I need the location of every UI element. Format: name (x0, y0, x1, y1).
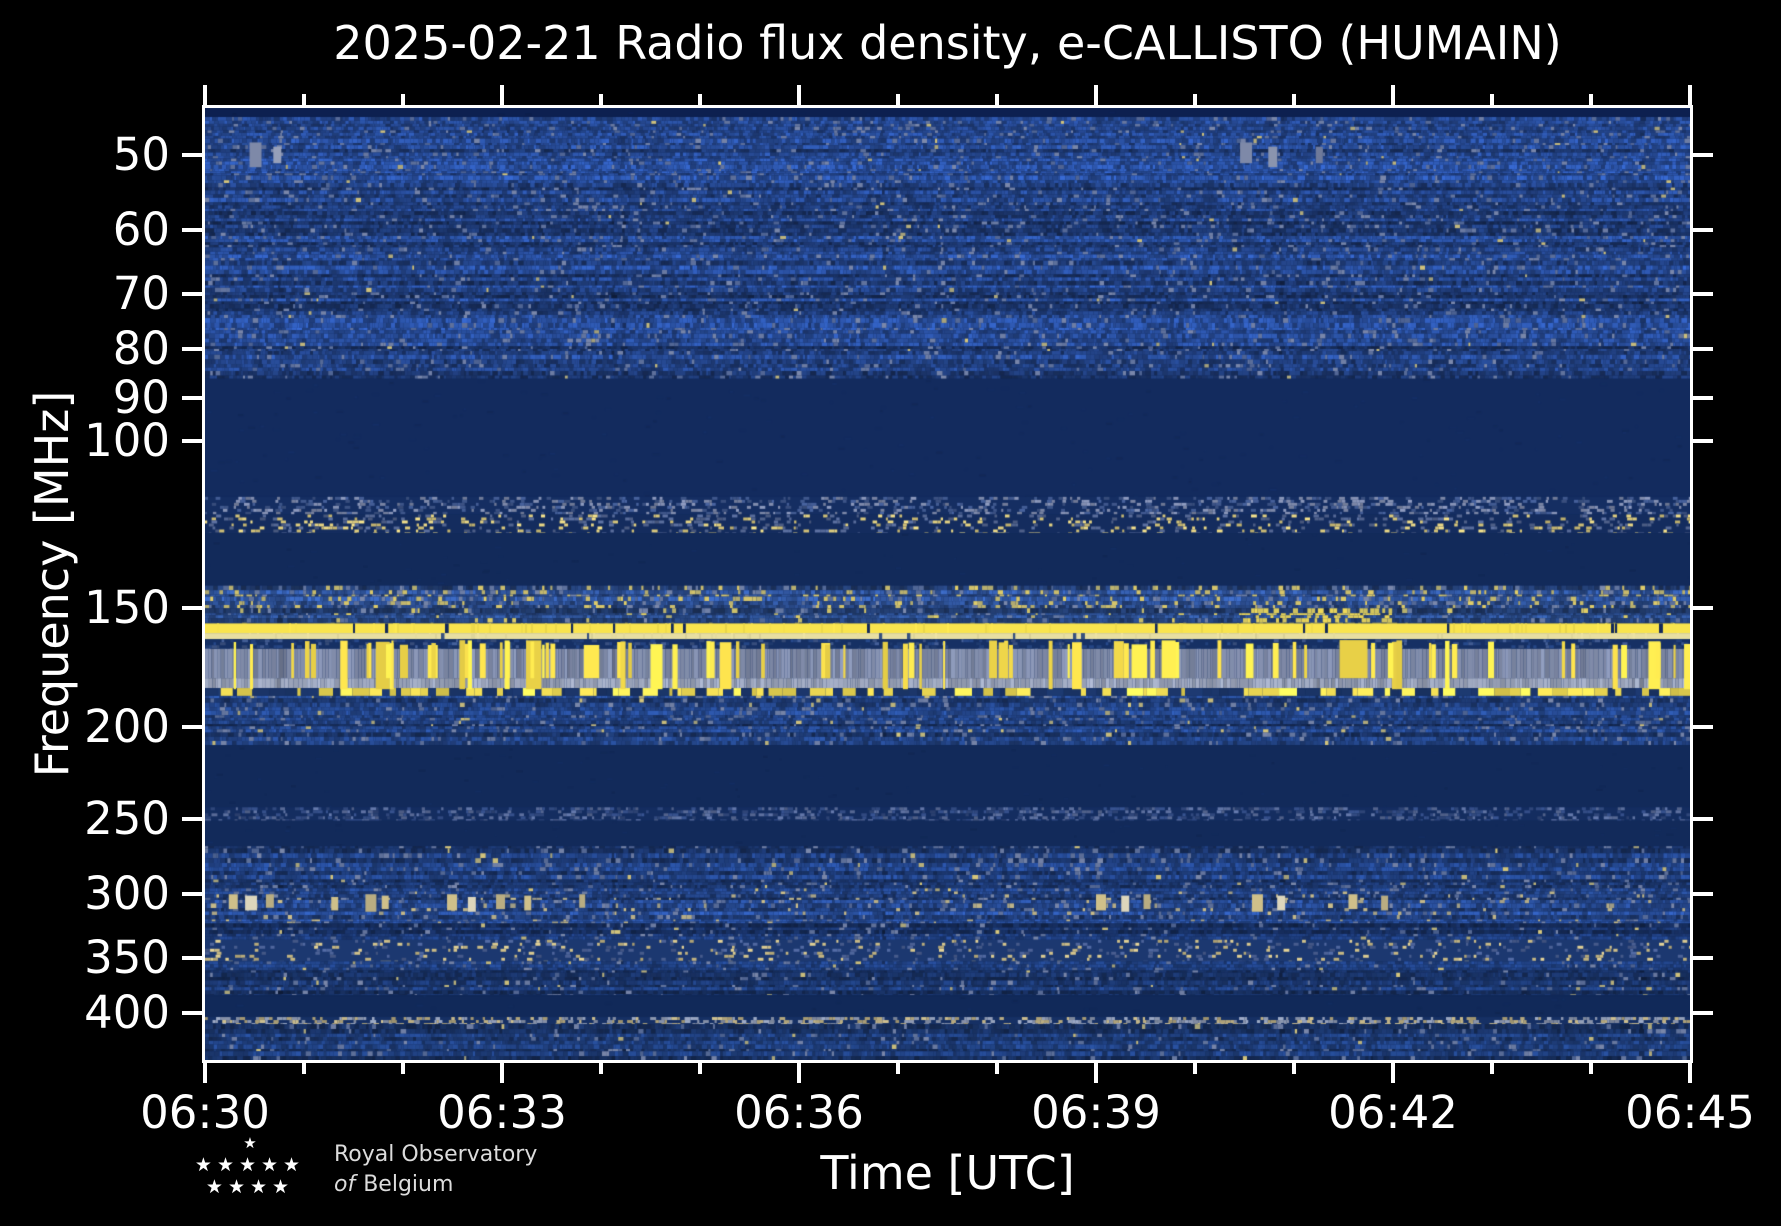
axis-tick (203, 85, 207, 105)
y-tick-label: 80 (112, 321, 170, 375)
axis-tick (1292, 1063, 1296, 1074)
y-tick-label: 90 (112, 370, 170, 424)
y-tick-label: 250 (84, 792, 170, 846)
y-tick-label: 350 (84, 930, 170, 984)
x-tick-label: 06:39 (1031, 1086, 1161, 1139)
rob-logo-stars: ★ ★★★★★ ★★★★ (192, 1132, 308, 1198)
axis-tick (182, 955, 202, 960)
axis-tick (182, 153, 202, 157)
axis-tick (302, 94, 306, 105)
y-tick-label: 100 (84, 413, 170, 467)
x-tick-label: 06:45 (1625, 1086, 1755, 1139)
axis-tick (182, 606, 202, 611)
axis-tick (1193, 94, 1197, 105)
star-row: ★★★★★ (194, 1154, 306, 1176)
star-row: ★ (243, 1134, 257, 1152)
y-tick-label: 70 (112, 266, 170, 320)
axis-tick (896, 1063, 900, 1074)
rob-logo: ★ ★★★★★ ★★★★ Royal Observatory of Belgium (192, 1132, 537, 1200)
axis-tick (599, 94, 603, 105)
axis-tick (1693, 228, 1713, 233)
spectrogram-canvas (205, 108, 1690, 1060)
x-axis-title: Time [UTC] (820, 1146, 1075, 1200)
axis-tick (797, 85, 801, 105)
axis-tick (500, 85, 504, 105)
axis-tick (797, 1063, 801, 1083)
axis-tick (1391, 85, 1395, 105)
axis-tick (1693, 817, 1713, 822)
axis-tick (1693, 153, 1713, 157)
rob-logo-of: of (334, 1172, 356, 1197)
axis-tick (1693, 395, 1713, 400)
x-tick-label: 06:42 (1328, 1086, 1458, 1139)
axis-tick (182, 395, 202, 400)
y-tick-label: 400 (84, 985, 170, 1039)
x-tick-label: 06:30 (140, 1086, 270, 1139)
rob-logo-line2: of Belgium (334, 1170, 537, 1200)
axis-tick (1693, 346, 1713, 351)
y-tick-label: 50 (112, 128, 170, 181)
axis-tick (896, 94, 900, 105)
axis-tick (1490, 1063, 1494, 1074)
axis-tick (182, 228, 202, 233)
axis-tick (182, 817, 202, 822)
axis-tick (182, 438, 202, 443)
chart-title: 2025-02-21 Radio flux density, e-CALLIST… (333, 16, 1562, 70)
axis-tick (203, 1063, 207, 1083)
rob-logo-line1: Royal Observatory (334, 1142, 538, 1167)
axis-tick (182, 892, 202, 897)
rob-logo-belgium: Belgium (363, 1172, 454, 1197)
axis-tick (1693, 892, 1713, 897)
axis-tick (995, 1063, 999, 1074)
axis-tick (182, 346, 202, 351)
axis-tick (1688, 85, 1692, 105)
star-row: ★★★★ (205, 1176, 295, 1198)
axis-tick (698, 1063, 702, 1074)
axis-tick (1693, 291, 1713, 296)
axis-tick (302, 1063, 306, 1074)
axis-tick (698, 94, 702, 105)
axis-tick (182, 1010, 202, 1015)
axis-tick (599, 1063, 603, 1074)
rob-logo-text: Royal Observatory of Belgium (334, 1132, 537, 1200)
axis-tick (401, 94, 405, 105)
axis-tick (401, 1063, 405, 1074)
y-tick-label: 200 (84, 699, 170, 753)
x-tick-label: 06:36 (734, 1086, 864, 1139)
axis-tick (1693, 955, 1713, 960)
axis-tick (1589, 1063, 1593, 1074)
axis-tick (1693, 1010, 1713, 1015)
axis-tick (1693, 606, 1713, 611)
axis-tick (1688, 1063, 1692, 1083)
axis-tick (182, 291, 202, 296)
plot-area (202, 105, 1693, 1063)
y-axis-title: Frequency [MHz] (25, 390, 79, 778)
axis-tick (995, 94, 999, 105)
axis-tick (1693, 724, 1713, 729)
y-tick-label: 60 (112, 203, 170, 257)
axis-tick (1094, 1063, 1098, 1083)
axis-tick (1589, 94, 1593, 105)
axis-tick (1391, 1063, 1395, 1083)
axis-tick (1292, 94, 1296, 105)
y-tick-label: 300 (84, 867, 170, 921)
axis-tick (1094, 85, 1098, 105)
axis-tick (500, 1063, 504, 1083)
y-tick-label: 150 (84, 581, 170, 635)
axis-tick (1693, 438, 1713, 443)
axis-tick (1490, 94, 1494, 105)
axis-tick (182, 724, 202, 729)
x-tick-label: 06:33 (437, 1086, 567, 1139)
axis-tick (1193, 1063, 1197, 1074)
